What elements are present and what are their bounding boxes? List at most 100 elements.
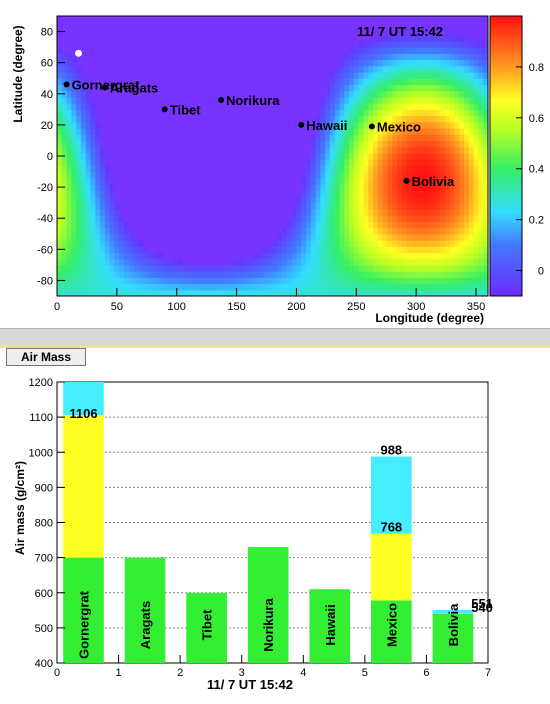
heatmap-cell xyxy=(71,165,77,173)
heatmap-cell xyxy=(444,177,451,185)
heatmap-cell xyxy=(464,65,470,73)
heatmap-cell xyxy=(353,171,360,179)
heatmap-cell xyxy=(368,115,374,123)
heatmap-cell xyxy=(344,146,350,154)
heatmap-cell xyxy=(464,246,470,254)
heatmap-cell xyxy=(61,283,68,291)
heatmap-cell xyxy=(353,96,360,104)
heatmap-cell xyxy=(411,221,417,229)
heatmap-cell xyxy=(430,140,436,148)
heatmap-cell xyxy=(205,289,211,296)
heatmap-cell xyxy=(358,221,365,229)
heatmap-cell xyxy=(320,190,326,198)
heatmap-cell xyxy=(286,271,293,278)
heatmap-cell xyxy=(71,78,77,86)
heatmap-cell xyxy=(57,165,63,173)
heatmap-cell xyxy=(310,140,317,148)
heatmap-cell xyxy=(430,121,436,129)
heatmap-cell xyxy=(315,233,321,241)
heatmap-cell xyxy=(325,184,331,191)
heatmap-cell xyxy=(186,271,192,278)
heatmap-cell xyxy=(373,65,379,73)
heatmap-cell xyxy=(157,277,163,285)
heatmap-cell xyxy=(401,159,408,166)
heatmap-cell xyxy=(420,190,427,198)
heatmap-cell xyxy=(306,208,312,216)
heatmap-cell xyxy=(205,283,211,291)
heatmap-cell xyxy=(310,159,317,166)
heatmap-cell xyxy=(310,258,317,266)
heatmap-cell xyxy=(100,171,106,179)
heatmap-cell xyxy=(420,221,427,229)
heatmap-cell xyxy=(248,258,254,266)
heatmap-cell xyxy=(392,215,398,222)
heatmap-cell xyxy=(344,227,350,235)
heatmap-cell xyxy=(468,165,475,173)
heatmap-cell xyxy=(420,109,427,117)
heatmap-cell xyxy=(368,190,374,198)
heatmap-cell xyxy=(377,258,384,266)
heatmap-cell xyxy=(435,165,441,173)
heatmap-cell xyxy=(119,240,125,247)
bar-x-tick-label: 4 xyxy=(300,667,306,679)
heatmap-cell xyxy=(449,202,456,210)
heatmap-cell xyxy=(392,227,398,235)
heatmap-cell xyxy=(104,221,111,229)
heatmap-cell xyxy=(430,221,436,229)
heatmap-cell xyxy=(440,264,446,272)
heatmap-cell xyxy=(80,146,87,154)
heatmap-cell xyxy=(296,221,302,229)
heatmap-cell xyxy=(238,277,245,285)
heatmap-cell xyxy=(320,140,326,148)
heatmap-cell xyxy=(449,78,456,86)
heatmap-cell xyxy=(349,134,355,142)
heatmap-cell xyxy=(349,84,355,92)
heatmap-cell xyxy=(387,47,393,54)
heatmap-cell xyxy=(80,233,87,241)
heatmap-cell xyxy=(454,221,460,229)
heatmap-cell xyxy=(104,246,111,254)
heatmap-cell xyxy=(425,134,432,142)
heatmap-cell xyxy=(387,196,393,204)
heatmap-cell xyxy=(71,202,77,210)
heatmap-cell xyxy=(329,146,336,154)
air-mass-tab[interactable]: Air Mass xyxy=(6,348,86,366)
heatmap-cell xyxy=(248,277,254,285)
heatmap-cell xyxy=(95,184,101,191)
heatmap-cell xyxy=(459,152,465,160)
heatmap-cell xyxy=(416,72,422,79)
heatmap-cell xyxy=(152,252,159,260)
heatmap-cell xyxy=(138,264,144,272)
heatmap-cell xyxy=(411,271,417,278)
heatmap-cell xyxy=(440,184,446,191)
heatmap-cell xyxy=(205,277,211,285)
heatmap-cell xyxy=(133,277,140,285)
heatmap-cell xyxy=(143,277,149,285)
heatmap-cell xyxy=(420,121,427,129)
heatmap-cell xyxy=(104,177,111,185)
heatmap-cell xyxy=(454,264,460,272)
heatmap-cell xyxy=(473,246,480,254)
heatmap-cell xyxy=(325,146,331,154)
heatmap-cell xyxy=(382,271,389,278)
heatmap-cell xyxy=(95,190,101,198)
heatmap-cell xyxy=(449,65,456,73)
heatmap-cell xyxy=(464,72,470,79)
heatmap-cell xyxy=(176,258,183,266)
heatmap-cell xyxy=(411,165,417,173)
heatmap-cell xyxy=(430,184,436,191)
heatmap-cell xyxy=(57,202,63,210)
heatmap-cell xyxy=(334,227,341,235)
heatmap-cell xyxy=(147,271,154,278)
heatmap-cell xyxy=(234,277,240,285)
heatmap-cell xyxy=(339,159,345,166)
heatmap-cell xyxy=(387,252,393,260)
heatmap-cell xyxy=(329,152,336,160)
heatmap-cell xyxy=(339,240,345,247)
heatmap-cell xyxy=(339,177,345,185)
heatmap-cell xyxy=(325,264,331,272)
heatmap-cell xyxy=(382,34,389,42)
heatmap-cell xyxy=(90,152,96,160)
heatmap-cell xyxy=(358,215,365,222)
heatmap-cell xyxy=(468,140,475,148)
